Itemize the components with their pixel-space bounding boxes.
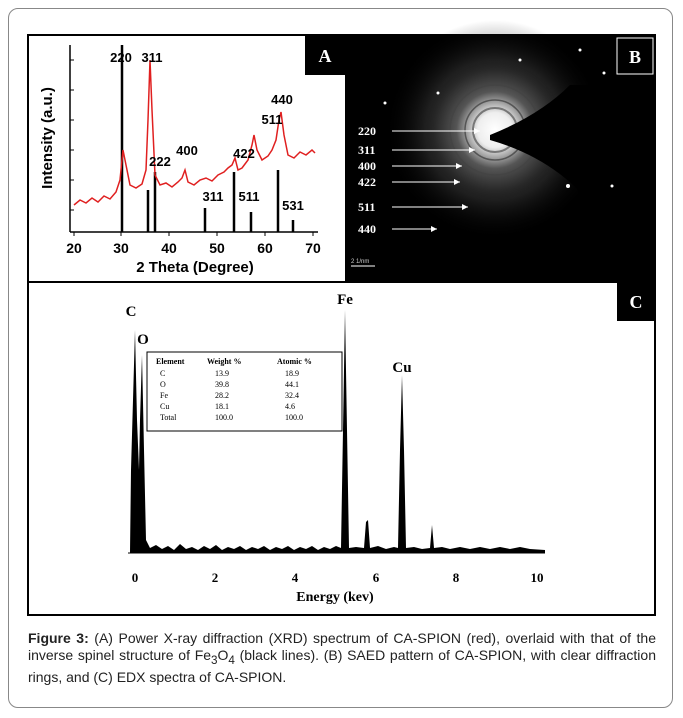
- ring-label: 511: [358, 200, 375, 214]
- ring-label: 220: [358, 124, 376, 138]
- caption-prefix: Figure 3:: [28, 630, 89, 646]
- table-header: Element: [156, 357, 185, 366]
- table-cell: Cu: [160, 402, 169, 411]
- table-cell: 18.1: [215, 402, 229, 411]
- table-cell: 39.8: [215, 380, 229, 389]
- arrow-head: [469, 147, 475, 153]
- table-header: Weight %: [207, 357, 241, 366]
- ring-label: 311: [358, 143, 375, 157]
- label-box: [305, 35, 345, 75]
- peak-label: 311: [142, 50, 163, 65]
- x-tick-label: 8: [453, 570, 460, 585]
- x-tick-label: 4: [292, 570, 299, 585]
- panel-label: B: [629, 47, 641, 67]
- caption: Figure 3: (A) Power X-ray diffraction (X…: [28, 630, 656, 686]
- caption-text: O: [217, 647, 229, 663]
- x-tick-label: 70: [305, 240, 321, 256]
- table-cell: 18.9: [285, 369, 299, 378]
- arrow-head: [456, 163, 462, 169]
- peak-label: 511: [262, 112, 283, 127]
- table-cell: Fe: [160, 391, 168, 400]
- peak-label: Cu: [392, 360, 411, 376]
- frame: [8, 8, 673, 708]
- ring-label: 400: [358, 159, 376, 173]
- peak-label: 531: [282, 198, 304, 213]
- peak-label: 400: [176, 143, 198, 158]
- panel-c: C Element Weight % Atomic % C 13.9 18.9 O 39.8 4…: [28, 281, 655, 605]
- table-cell: O: [160, 380, 166, 389]
- x-tick-label: 0: [132, 570, 139, 585]
- peak-label: 422: [233, 146, 255, 161]
- peak-label: 511: [239, 189, 260, 204]
- arrow-head: [462, 204, 468, 210]
- x-tick-label: 30: [113, 240, 129, 256]
- table-cell: 4.6: [285, 402, 295, 411]
- table-cell: 100.0: [215, 413, 233, 422]
- x-axis-label: Energy (kev): [296, 590, 374, 605]
- caption-text: (black lines). (B) SAED pattern of CA-SP…: [28, 647, 656, 685]
- table-cell: Total: [160, 413, 177, 422]
- table-cell: 100.0: [285, 413, 303, 422]
- x-tick-label: 6: [373, 570, 380, 585]
- x-tick-label: 60: [257, 240, 273, 256]
- reference-lines: [120, 45, 295, 232]
- peak-label: O: [137, 332, 149, 348]
- peak-label: 222: [149, 154, 171, 169]
- x-tick-label: 2: [212, 570, 219, 585]
- panel-b: B 220 311 400 422 511 440 2 1/nm: [345, 20, 655, 282]
- arrow-head: [474, 128, 480, 134]
- xrd-spectrum: [73, 59, 316, 206]
- peak-label: C: [126, 304, 137, 320]
- panel-a: A Intensity (a.u.) 2 Theta (Degree) 20 30…: [39, 35, 345, 276]
- y-axis-label: Intensity (a.u.): [39, 87, 56, 189]
- table-cell: 13.9: [215, 369, 229, 378]
- table-header: Atomic %: [277, 357, 312, 366]
- table-cell: C: [160, 369, 165, 378]
- panel-label: A: [319, 46, 332, 66]
- table-cell: 32.4: [285, 391, 299, 400]
- caption-text: (A) Power X-ray diffraction (XRD) spectr…: [28, 630, 657, 663]
- figure: A Intensity (a.u.) 2 Theta (Degree) 20 30…: [27, 20, 656, 616]
- x-axis-label: 2 Theta (Degree): [136, 259, 254, 276]
- scale-bar: 2 1/nm: [351, 259, 369, 265]
- table-cell: 44.1: [285, 380, 299, 389]
- x-tick-label: 10: [531, 570, 544, 585]
- panel-label: C: [630, 292, 643, 312]
- table-cell: 28.2: [215, 391, 229, 400]
- peak-label: 311: [203, 189, 224, 204]
- x-tick-label: 50: [209, 240, 225, 256]
- ring-label: 440: [358, 222, 376, 236]
- caption-subscript: 3: [211, 653, 218, 667]
- peak-label: 220: [110, 50, 132, 65]
- arrow-head: [431, 226, 437, 232]
- x-tick-label: 40: [161, 240, 177, 256]
- arrow-head: [454, 179, 460, 185]
- x-tick-label: 20: [66, 240, 82, 256]
- caption-subscript: 4: [228, 653, 235, 667]
- ring-label: 422: [358, 175, 376, 189]
- peak-label: Fe: [337, 292, 353, 308]
- peak-label: 440: [271, 92, 293, 107]
